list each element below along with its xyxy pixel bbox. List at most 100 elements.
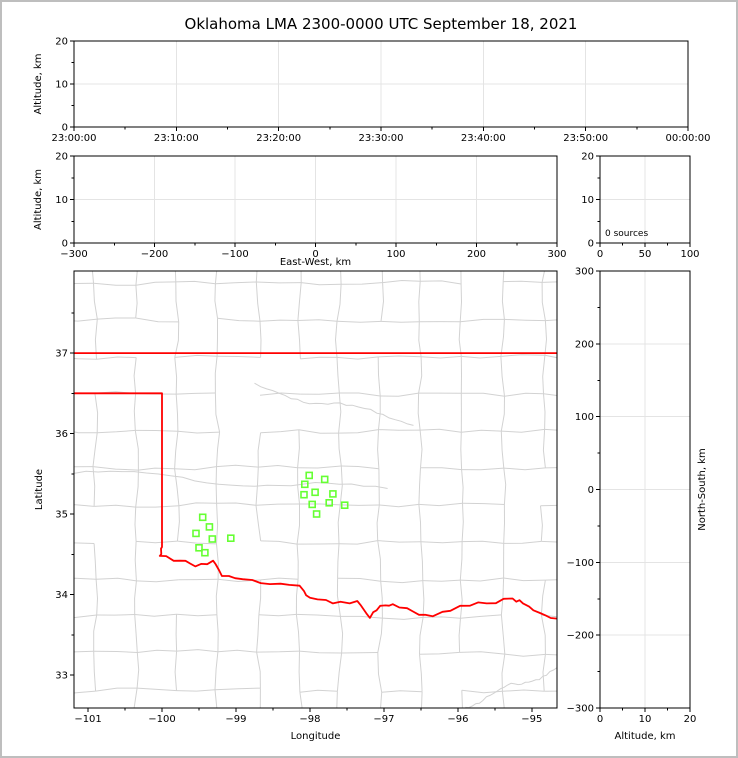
y-tick-label: 100 [575,412,594,423]
county-line [459,651,505,655]
county-line [338,429,379,434]
county-line [380,581,383,619]
county-line [339,616,344,654]
x-tick-label: −97 [373,714,394,725]
county-line [503,577,546,582]
county-line [92,466,139,471]
x-tick-label: 23:50:00 [563,133,608,144]
county-line [96,577,137,582]
county-line [96,614,135,616]
county-line [418,502,463,507]
axis-label: East-West, km [280,257,351,268]
y-tick-label: 20 [55,37,68,48]
x-tick-label: −200 [141,249,168,260]
county-line [215,281,257,285]
lma-station-marker [311,488,319,497]
county-line [382,279,421,284]
county-line [542,654,546,692]
x-tick-label: 300 [547,249,566,260]
county-line [336,284,342,322]
county-line [503,540,542,544]
county-line [380,580,423,584]
county-line [136,652,140,689]
x-tick-label: −100 [148,714,175,725]
county-line [418,321,422,357]
county-line [216,432,221,467]
axis-label: Altitude, km [33,169,44,230]
county-line [376,504,380,541]
county-line [300,271,302,283]
lma-station-marker [340,501,349,510]
county-line [297,465,342,469]
county-line [378,429,421,431]
county-line [74,614,97,619]
county-line [377,540,382,582]
panel-time_height: 23:00:00 23:10:00 23:20:00 23:30:00 23:40:00… [33,37,710,145]
county-line [94,504,136,508]
county-line [256,652,261,689]
county-line [175,280,216,285]
county-line [501,281,505,320]
county-line [337,504,341,544]
county-line [136,579,179,583]
county-line [422,579,461,582]
county-line [377,652,383,693]
y-tick-label: 34 [55,590,68,601]
county-line [338,392,342,434]
county-line [135,470,139,508]
county-line [341,465,379,470]
county-line [418,356,423,394]
county-line [74,542,95,544]
county-line [460,614,502,619]
county-line [74,358,97,360]
county-line [336,691,338,708]
county-line [502,689,545,692]
county-line [133,688,138,708]
county-line [543,393,557,397]
county-line [461,469,464,504]
county-line [339,392,381,397]
county-line [176,649,218,653]
county-line [214,687,261,691]
county-line [336,356,379,360]
county-line [258,464,298,469]
lma-station-marker [192,529,200,538]
county-line [134,507,137,542]
county-line [176,505,180,542]
county-line [504,392,544,397]
county-line [299,692,303,708]
panel-frame [73,270,558,709]
county-line [174,321,180,358]
lma-station-marker [198,513,207,522]
x-tick-label: 0 [312,249,318,260]
county-line [377,618,383,653]
county-line [459,541,463,581]
county-line [459,283,463,322]
county-line [297,429,300,468]
county-line [178,502,217,507]
x-tick-label: −101 [74,714,101,725]
county-line [256,650,300,653]
county-line [260,540,298,545]
state-border-line [74,392,557,620]
county-line [215,579,219,615]
county-line [380,692,383,708]
x-tick-label: 20 [684,714,697,725]
county-line [93,283,98,320]
county-line [174,357,178,395]
county-line [255,467,259,506]
county-line [74,650,94,653]
county-line [377,429,380,469]
county-line [544,320,548,356]
county-line [336,652,343,692]
county-line [540,580,546,616]
county-line [501,691,505,708]
county-line [420,541,463,544]
lma-station-marker [320,475,329,484]
y-tick-label: 20 [55,152,68,163]
county-line [95,687,138,692]
county-line [336,320,382,323]
x-tick-label: 0 [597,714,603,725]
county-line [93,543,97,580]
